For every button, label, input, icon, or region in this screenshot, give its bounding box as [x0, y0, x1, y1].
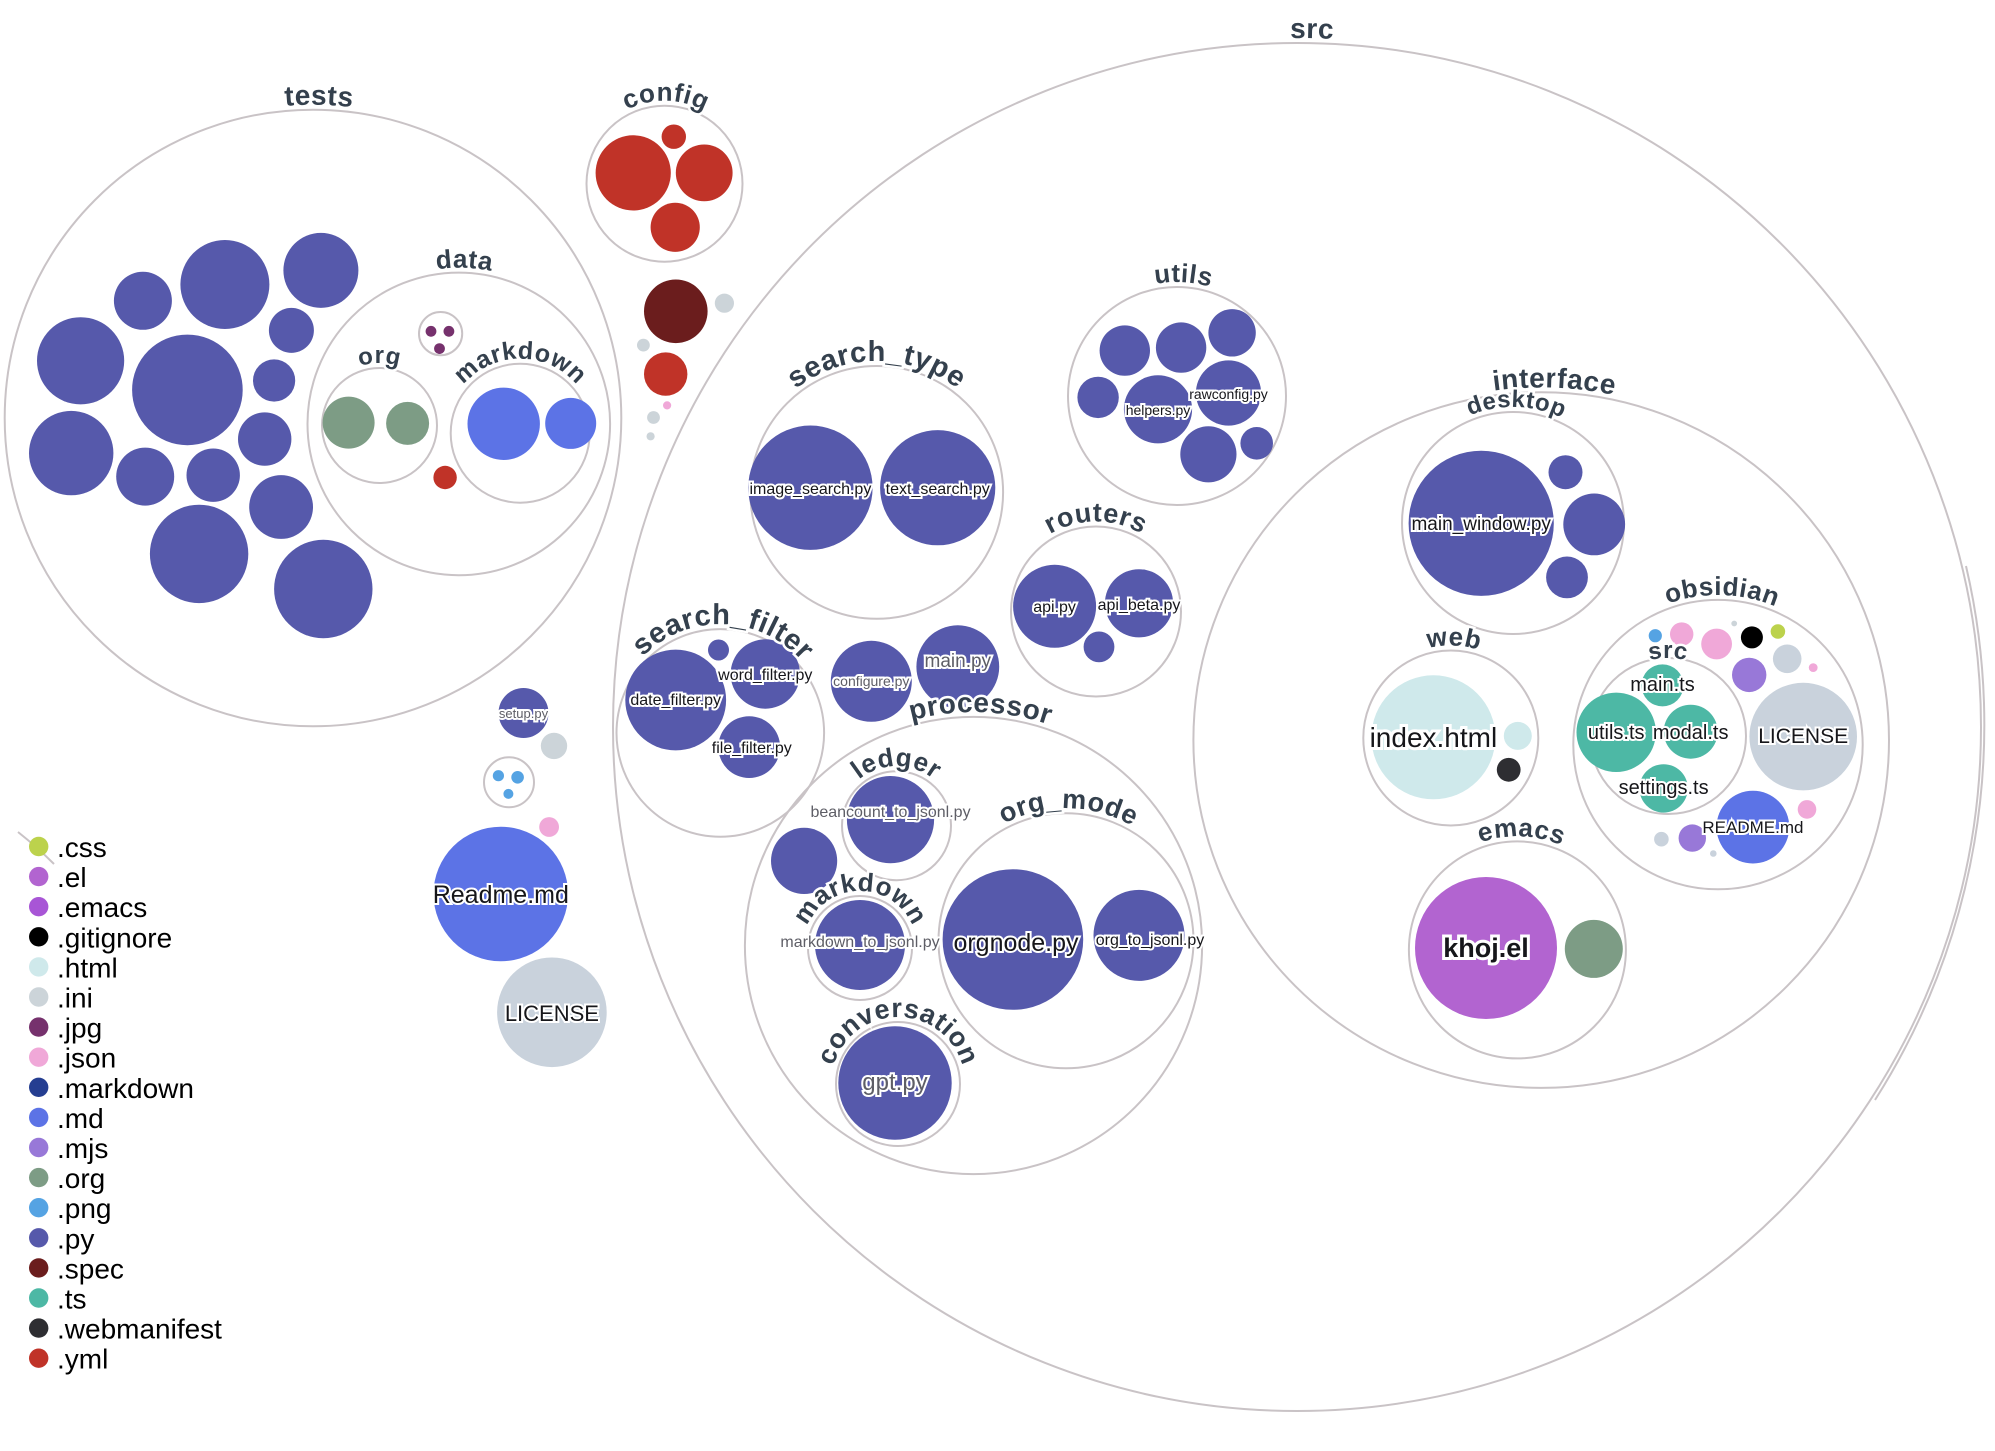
svg-text:.markdown: .markdown: [57, 1073, 194, 1104]
svg-text:utils.ts: utils.ts: [1588, 722, 1645, 744]
svg-text:.spec: .spec: [57, 1253, 124, 1284]
svg-text:main_window.py: main_window.py: [1411, 514, 1551, 535]
svg-text:beancount_to_jsonl.py: beancount_to_jsonl.py: [810, 804, 970, 821]
svg-text:LICENSE: LICENSE: [505, 1001, 599, 1026]
svg-text:configure.py: configure.py: [833, 673, 909, 689]
svg-text:src: src: [1290, 13, 1335, 45]
svg-text:.jpg: .jpg: [57, 1013, 102, 1044]
svg-text:web: web: [1424, 621, 1485, 655]
svg-text:file_filter.py: file_filter.py: [712, 740, 792, 757]
svg-text:text_search.py: text_search.py: [886, 481, 990, 498]
svg-text:modal.ts: modal.ts: [1653, 722, 1729, 744]
svg-text:LICENSE: LICENSE: [1758, 725, 1848, 748]
svg-text:.gitignore: .gitignore: [57, 922, 172, 953]
svg-text:markdown_to_jsonl.py: markdown_to_jsonl.py: [780, 934, 939, 951]
svg-text:org_to_jsonl.py: org_to_jsonl.py: [1096, 932, 1205, 949]
svg-text:image_search.py: image_search.py: [749, 481, 871, 498]
svg-text:README.md: README.md: [1702, 818, 1803, 837]
svg-text:.org: .org: [57, 1163, 105, 1194]
svg-text:org: org: [355, 342, 403, 372]
svg-text:index.html: index.html: [1370, 722, 1498, 753]
svg-text:.mjs: .mjs: [57, 1133, 108, 1164]
svg-text:helpers.py: helpers.py: [1126, 402, 1191, 418]
svg-text:settings.ts: settings.ts: [1619, 777, 1709, 799]
svg-text:main.py: main.py: [925, 651, 992, 672]
svg-text:.webmanifest: .webmanifest: [57, 1314, 222, 1345]
svg-text:.png: .png: [57, 1193, 112, 1224]
svg-text:interface: interface: [1491, 362, 1619, 401]
svg-text:rawconfig.py: rawconfig.py: [1189, 386, 1268, 402]
svg-text:date_filter.py: date_filter.py: [630, 692, 721, 709]
svg-text:.py: .py: [57, 1223, 94, 1254]
svg-text:utils: utils: [1152, 258, 1216, 293]
svg-text:.css: .css: [57, 832, 107, 863]
svg-text:word_filter.py: word_filter.py: [717, 667, 812, 684]
svg-text:.el: .el: [57, 862, 87, 893]
svg-text:tests: tests: [283, 80, 355, 113]
svg-text:data: data: [434, 244, 495, 277]
svg-text:.html: .html: [57, 952, 118, 983]
svg-text:api.py: api.py: [1033, 599, 1076, 616]
svg-text:setup.py: setup.py: [499, 706, 549, 721]
svg-text:khoj.el: khoj.el: [1443, 933, 1529, 963]
svg-text:.ini: .ini: [57, 983, 93, 1014]
svg-text:src: src: [1646, 637, 1690, 666]
svg-text:.emacs: .emacs: [57, 892, 147, 923]
svg-text:.md: .md: [57, 1103, 104, 1134]
svg-text:.yml: .yml: [57, 1344, 108, 1375]
svg-text:.json: .json: [57, 1043, 116, 1074]
svg-text:.ts: .ts: [57, 1284, 87, 1315]
svg-text:orgnode.py: orgnode.py: [953, 929, 1079, 957]
svg-text:gpt.py: gpt.py: [862, 1069, 927, 1096]
svg-text:Readme.md: Readme.md: [433, 881, 569, 909]
svg-text:api_beta.py: api_beta.py: [1098, 597, 1181, 614]
svg-text:main.ts: main.ts: [1630, 674, 1694, 696]
